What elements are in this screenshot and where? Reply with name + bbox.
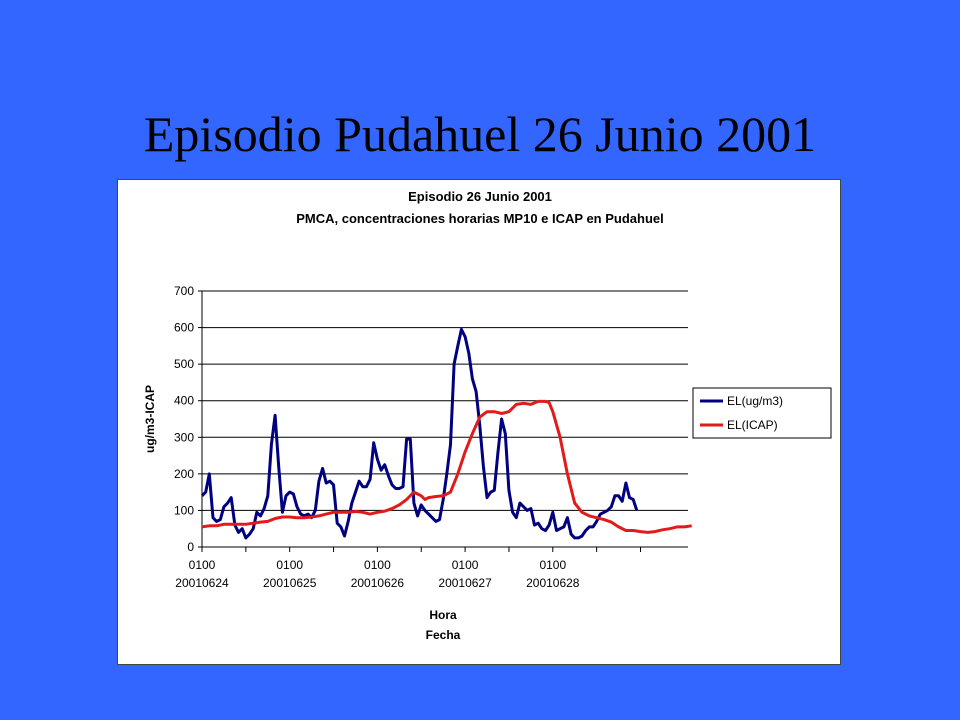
- y-tick-labels: 0 100 200 300 400 500 600 700: [174, 284, 194, 554]
- x-tick-label-date: 20010624: [175, 576, 229, 590]
- legend-box: [692, 387, 832, 439]
- y-tick-label: 200: [174, 467, 194, 481]
- y-tick-label: 600: [174, 321, 194, 335]
- x-tick-label-hour: 0100: [364, 558, 391, 572]
- chart-subtitle: PMCA, concentraciones horarias MP10 e IC…: [296, 211, 663, 226]
- series-line-mp10: [200, 327, 639, 540]
- slide-title: Episodio Pudahuel 26 Junio 2001: [143, 106, 817, 162]
- y-tick-label: 500: [174, 357, 194, 371]
- y-tick-label: 300: [174, 430, 194, 444]
- y-axis-label: ug/m3-ICAP: [143, 385, 157, 453]
- x-tick-label-date: 20010628: [526, 576, 580, 590]
- x-axis-label-2: Fecha: [426, 628, 461, 642]
- x-tick-label-hour: 0100: [189, 558, 216, 572]
- series-line-icap: [201, 399, 692, 534]
- gridlines: [202, 290, 688, 511]
- x-axis-label: Hora: [429, 608, 457, 622]
- x-tick-label-hour: 0100: [452, 558, 479, 572]
- x-tick-labels: 0100 20010624 0100 20010625 0100 20010626 0100…: [175, 558, 580, 590]
- series-lines: [200, 327, 692, 540]
- x-tick-label-hour: 0100: [539, 558, 566, 572]
- y-tick-label: 100: [174, 503, 194, 517]
- x-tick-label-date: 20010626: [351, 576, 405, 590]
- chart-title: Episodio 26 Junio 2001: [408, 189, 552, 204]
- y-tick-label: 0: [187, 540, 194, 554]
- x-tick-label-date: 20010625: [263, 576, 317, 590]
- chart-svg: Episodio 26 Junio 2001 PMCA, concentraci…: [143, 189, 832, 642]
- x-tick-label-date: 20010627: [438, 576, 492, 590]
- x-tick-label-hour: 0100: [276, 558, 303, 572]
- legend: EL(ug/m3) EL(ICAP): [692, 387, 832, 439]
- legend-label-mp10: EL(ug/m3): [727, 394, 783, 408]
- axes: [198, 290, 688, 552]
- y-tick-label: 700: [174, 284, 194, 298]
- chart-frame: Episodio 26 Junio 2001 PMCA, concentraci…: [117, 179, 841, 665]
- y-tick-label: 400: [174, 394, 194, 408]
- legend-label-icap: EL(ICAP): [727, 418, 778, 432]
